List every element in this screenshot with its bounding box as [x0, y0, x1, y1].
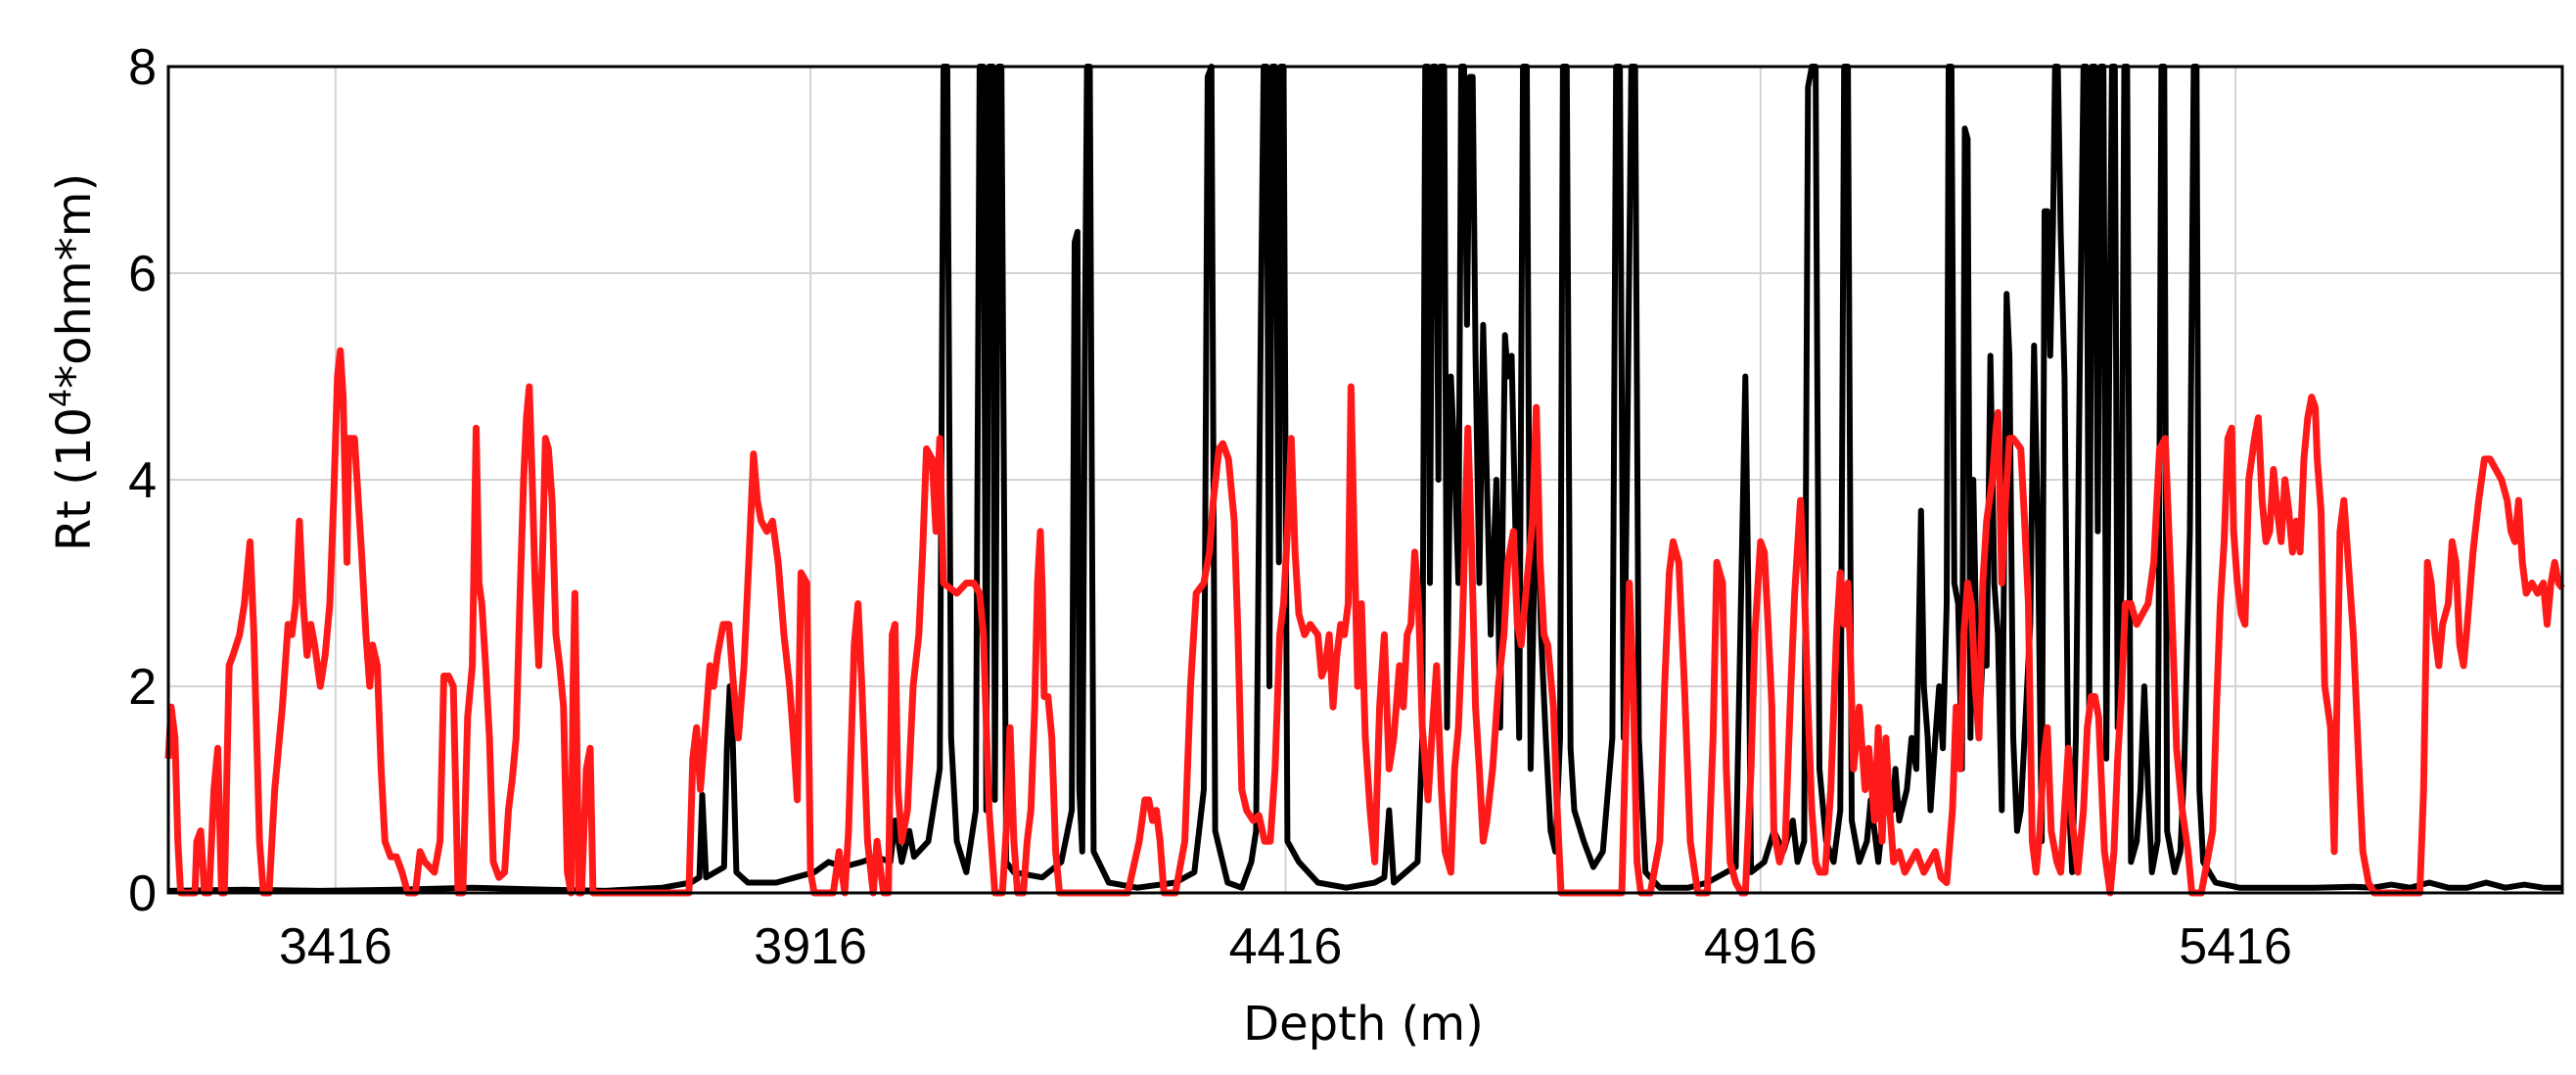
y-tick-label: 2	[128, 659, 157, 716]
x-tick-label: 5416	[2179, 918, 2292, 975]
y-axis-title-prefix: Rt (10	[47, 407, 102, 551]
x-axis-title: Depth (m)	[1243, 997, 1484, 1052]
y-tick-label: 4	[128, 452, 157, 509]
x-axis-ticks: 3416 3916 4416 4916 5416	[279, 918, 2292, 975]
y-axis-title-sup: 4	[44, 389, 78, 407]
x-tick-label: 3916	[754, 918, 867, 975]
y-axis-ticks: 0 2 4 6 8	[128, 39, 157, 922]
x-tick-label: 3416	[279, 918, 392, 975]
x-tick-label: 4916	[1704, 918, 1817, 975]
series-line-2	[164, 347, 2565, 897]
y-tick-label: 0	[128, 865, 157, 922]
y-axis-title: Rt (104*ohm*m)	[44, 173, 102, 551]
x-tick-label: 4416	[1229, 918, 1343, 975]
y-tick-label: 6	[128, 246, 157, 303]
y-axis-title-suffix: *ohm*m)	[47, 173, 102, 389]
y-tick-label: 8	[128, 39, 157, 96]
plot-frame	[166, 65, 2564, 895]
